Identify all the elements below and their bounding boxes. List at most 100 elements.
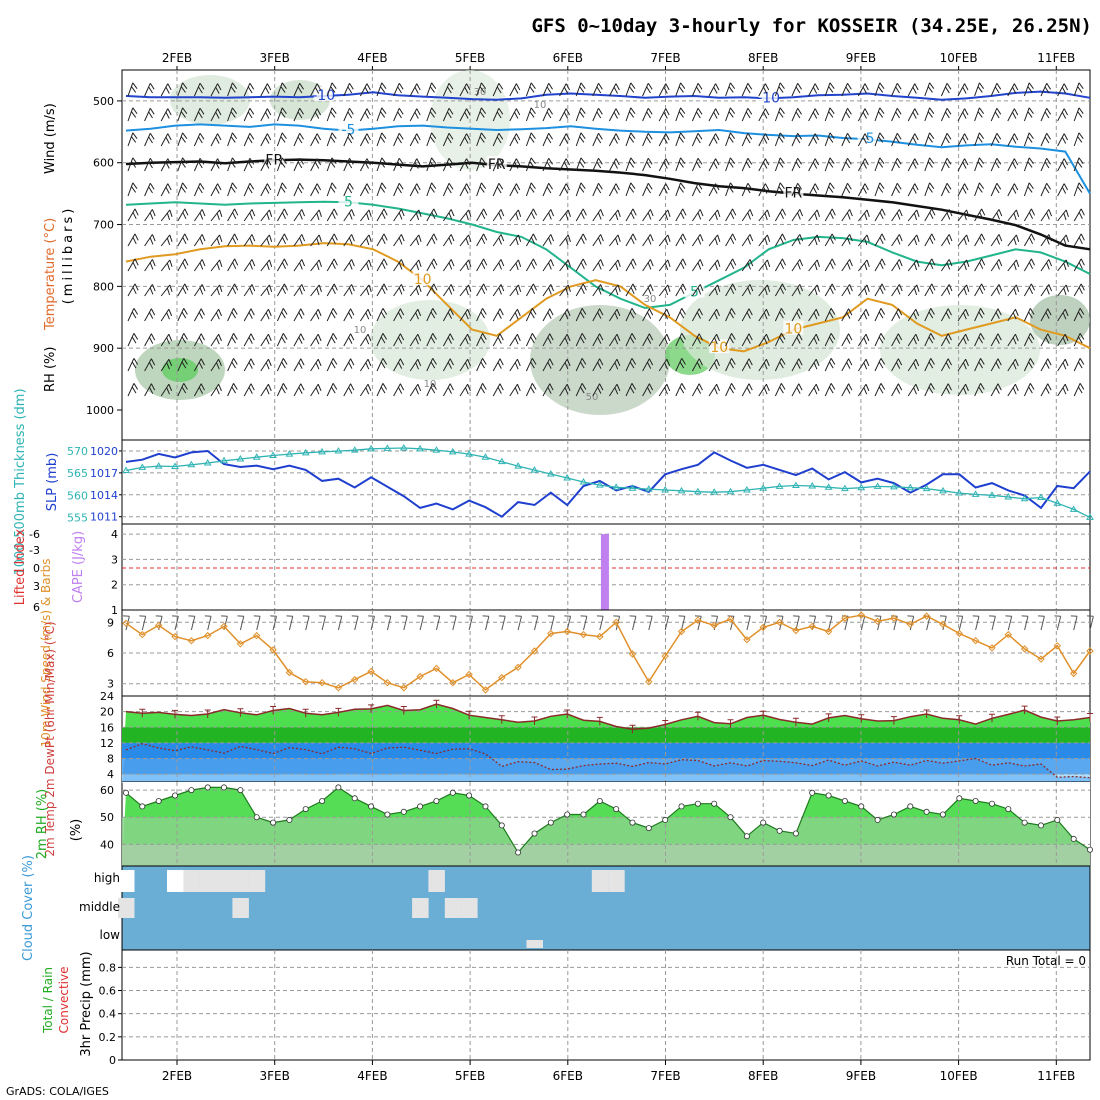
wind-barb — [376, 358, 388, 372]
wind-barb — [924, 333, 935, 347]
wind-barb — [824, 132, 835, 147]
wind-barb — [1040, 209, 1053, 222]
rh-point — [907, 803, 914, 810]
wind-barb — [990, 132, 1002, 147]
wind-barb — [293, 107, 304, 122]
wind-barb — [409, 333, 422, 347]
wind-barb — [310, 308, 322, 322]
thickness-point — [514, 462, 523, 469]
rh-point — [596, 798, 603, 805]
wind-barb — [708, 259, 721, 272]
wind-barb — [343, 182, 354, 197]
rh-point — [547, 819, 554, 826]
wind-barb — [1023, 233, 1036, 247]
cloud-level-label: low — [100, 928, 121, 942]
wind-barb — [625, 283, 637, 297]
contour-label: 10 — [414, 272, 432, 288]
wind-barb — [691, 157, 703, 172]
wind-barb — [326, 82, 337, 97]
isotherm-line — [125, 90, 1091, 101]
wind-barb — [127, 308, 139, 322]
wind-barb — [210, 284, 223, 297]
wind-barb — [492, 308, 504, 322]
thickness-point — [154, 462, 163, 469]
wind-barb — [857, 308, 870, 322]
thickness-point — [203, 459, 212, 466]
wind-barb — [409, 383, 422, 397]
wind10m-barb — [956, 615, 964, 631]
thickness-point — [644, 485, 653, 492]
wind-barb — [442, 284, 455, 297]
wind-barb — [542, 358, 554, 372]
x-tick-label: 7FEB — [650, 1069, 680, 1083]
x-tick-label: 4FEB — [357, 51, 387, 65]
wind10m-point — [563, 627, 571, 636]
wind-barb — [193, 132, 205, 147]
x-tick-label: 8FEB — [748, 1069, 778, 1083]
wind-barb — [260, 209, 273, 222]
wind-barb — [1057, 383, 1069, 397]
wind-barb — [957, 308, 969, 322]
wind-barb — [774, 82, 785, 97]
wind-barb — [725, 283, 737, 297]
wind10m-barb — [629, 615, 637, 631]
precip-tick-label: 0.8 — [99, 961, 117, 974]
wind-barb — [642, 82, 653, 97]
wind-barb — [691, 209, 704, 222]
wind-barb — [193, 107, 205, 122]
wind-barb — [708, 234, 721, 247]
thickness-point — [1004, 493, 1013, 500]
wind-barb — [360, 234, 372, 247]
wind-barb — [642, 333, 654, 347]
thickness-point — [988, 491, 996, 498]
rh-point — [531, 830, 538, 837]
wind10m-barb — [237, 615, 245, 631]
isotherm-line — [125, 242, 1091, 353]
wind-barb — [293, 333, 305, 347]
wind10m-point — [873, 617, 882, 626]
wind-barb — [658, 158, 670, 172]
wind-barb — [791, 157, 802, 172]
wind10m-barb — [433, 615, 441, 631]
wind10m-point — [759, 623, 767, 632]
wind-barb — [177, 333, 188, 347]
wind-barb — [525, 283, 538, 297]
wind-barb — [293, 82, 304, 97]
wind-barb — [741, 209, 754, 222]
cape-ylabel: CAPE (J/kg) — [71, 531, 86, 603]
wind10m-point — [138, 630, 147, 639]
rh-point — [629, 819, 636, 826]
wind10m-point — [367, 667, 375, 676]
wind-barb — [907, 259, 920, 272]
wind-barb — [1057, 308, 1069, 322]
wind-barb — [808, 333, 820, 347]
wind-barb — [874, 308, 886, 322]
rh-contour-label: 10 — [424, 379, 437, 390]
wind-barb — [1007, 383, 1019, 397]
wind-barb — [1007, 158, 1019, 172]
wind-barb — [691, 107, 703, 122]
rh-point — [613, 806, 620, 813]
wind-barb — [393, 182, 404, 197]
temp-errorbar — [302, 708, 309, 718]
wind-barb — [426, 107, 437, 122]
wind-barb — [559, 183, 571, 197]
wind-barb — [1007, 133, 1019, 147]
wind-barb — [409, 108, 421, 122]
dewpt-band — [122, 774, 1090, 782]
wind-barb — [808, 133, 820, 147]
wind-barb — [841, 308, 853, 322]
thickness-point — [269, 451, 277, 458]
wind-barb — [426, 82, 437, 97]
wind-barb — [841, 107, 852, 122]
wind-barb — [741, 358, 753, 372]
wind-barb — [824, 258, 836, 272]
wind-barb — [393, 259, 405, 272]
cape-tick-label: 2 — [111, 579, 118, 592]
wind-barb — [343, 259, 355, 272]
wind-barb — [127, 283, 139, 297]
wind-barb — [509, 133, 521, 147]
thickness-point — [890, 482, 898, 490]
wind-barb — [127, 258, 139, 272]
rh-point — [678, 803, 685, 810]
